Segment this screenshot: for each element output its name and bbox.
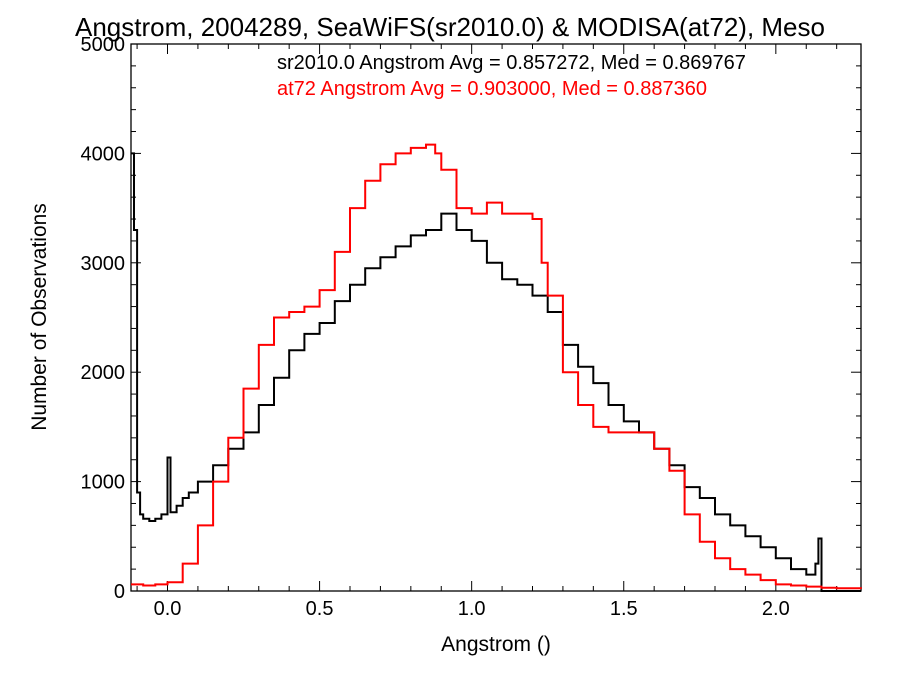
plot-frame <box>130 43 862 592</box>
x-axis-label: Angstrom () <box>441 633 551 656</box>
y-tick-label: 3000 <box>81 253 126 275</box>
legend: sr2010.0 Angstrom Avg = 0.857272, Med = … <box>277 52 746 100</box>
legend-entry-at72: at72 Angstrom Avg = 0.903000, Med = 0.88… <box>277 78 707 100</box>
series-line-sr2010 <box>131 152 861 592</box>
legend-entry-sr2010: sr2010.0 Angstrom Avg = 0.857272, Med = … <box>277 52 746 74</box>
x-axis: 0.0 0.5 1.0 1.5 2.0 <box>136 44 838 620</box>
y-axis: 0 1000 2000 3000 4000 5000 <box>81 34 861 603</box>
y-tick-label: 2000 <box>81 362 126 384</box>
y-tick-label: 4000 <box>81 143 126 165</box>
chart-title: Angstrom, 2004289, SeaWiFS(sr2010.0) & M… <box>75 12 825 42</box>
x-tick-label: 1.5 <box>610 598 638 620</box>
series-group <box>131 143 862 592</box>
series-line-at72 <box>131 143 862 590</box>
y-tick-label: 1000 <box>81 472 126 494</box>
x-tick-label: 1.0 <box>458 598 486 620</box>
x-tick-label: 0.0 <box>154 598 182 620</box>
x-tick-label: 0.5 <box>306 598 334 620</box>
y-axis-label: Number of Observations <box>28 203 51 431</box>
x-tick-label: 2.0 <box>762 598 790 620</box>
y-tick-label: 5000 <box>81 34 126 56</box>
y-tick-label: 0 <box>114 581 125 603</box>
